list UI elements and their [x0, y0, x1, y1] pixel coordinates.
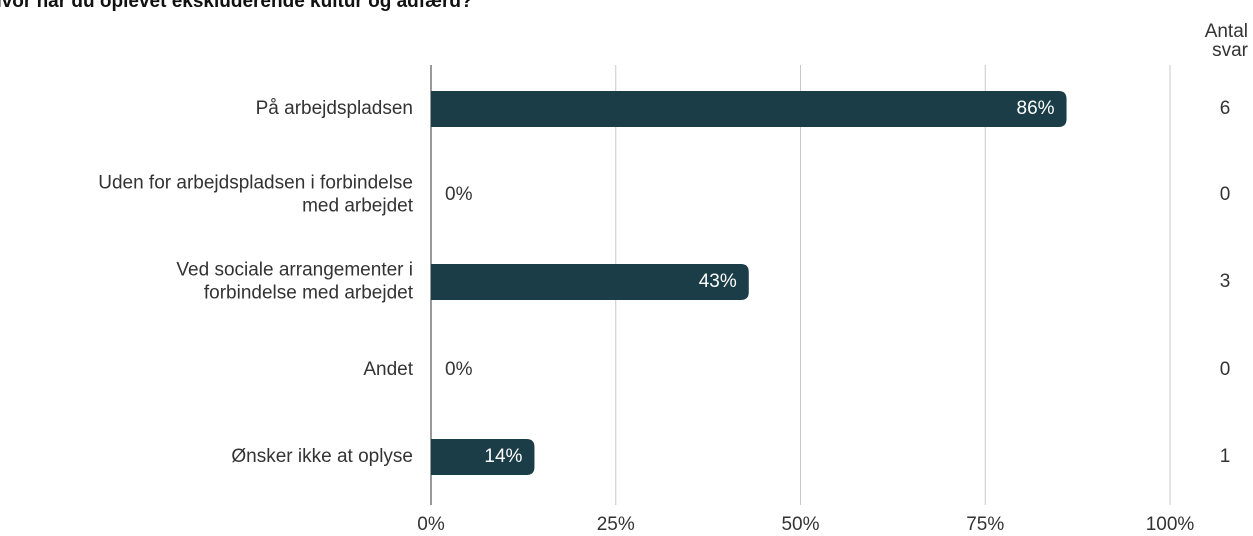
- count-header: Antal: [1205, 21, 1248, 42]
- y-tick-label: forbindelse med arbejdet: [204, 283, 414, 304]
- y-tick-label: Andet: [363, 359, 413, 380]
- y-tick-label: Ved sociale arrangementer i: [176, 260, 413, 281]
- value-label: 0%: [445, 184, 473, 205]
- bar: [431, 91, 1067, 127]
- bar: [431, 264, 749, 300]
- count-value: 6: [1220, 98, 1231, 119]
- x-tick-label: 75%: [966, 514, 1004, 535]
- count-value: 1: [1220, 446, 1231, 467]
- value-label: 14%: [484, 446, 522, 467]
- value-label: 0%: [445, 359, 473, 380]
- count-value: 0: [1220, 359, 1231, 380]
- y-tick-label: Ønsker ikke at oplyse: [231, 446, 413, 467]
- count-value: 0: [1220, 184, 1231, 205]
- x-tick-label: 50%: [781, 514, 819, 535]
- x-tick-label: 0%: [417, 514, 445, 535]
- value-label: 43%: [699, 271, 737, 292]
- bar: [431, 439, 535, 475]
- value-label: 86%: [1017, 98, 1055, 119]
- y-tick-label: Uden for arbejdspladsen i forbindelse: [98, 173, 413, 194]
- count-header: svar: [1212, 40, 1249, 61]
- x-tick-label: 100%: [1146, 514, 1195, 535]
- chart-title: Hvor har du oplevet ekskluderende kultur…: [0, 0, 473, 12]
- x-tick-label: 25%: [597, 514, 635, 535]
- y-tick-label: med arbejdet: [302, 196, 414, 217]
- count-value: 3: [1220, 271, 1231, 292]
- y-tick-label: På arbejdspladsen: [256, 98, 413, 119]
